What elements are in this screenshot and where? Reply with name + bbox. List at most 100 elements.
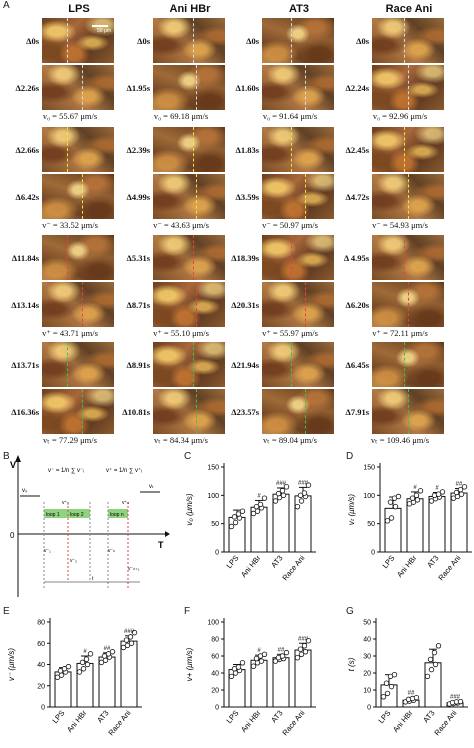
data-point — [87, 651, 94, 657]
x-tick-label: Ani HBr — [239, 708, 263, 734]
column-header-0: LPS — [68, 3, 90, 15]
frame-time-label: Δ 4.95s — [343, 253, 369, 263]
micrograph-frame — [262, 127, 334, 172]
velocity-schematic: V T 0 v₀ v⁻ = 1/n ∑ v⁻ᵢ v⁺ = 1/n ∑ v⁺ᵢ l… — [10, 455, 170, 597]
data-point — [128, 640, 135, 646]
velocity-value: vₜ = 84.34 μm/s — [154, 435, 208, 445]
y-tick-label: 150 — [207, 465, 219, 472]
tracking-marker — [408, 65, 409, 110]
frame-time-label: Δ0s — [137, 36, 150, 46]
bar — [406, 498, 424, 553]
loop-1-label: loop 1 — [46, 512, 60, 518]
frame-time-label: Δ1.95s — [126, 83, 150, 93]
tracking-marker — [408, 282, 409, 327]
data-point — [305, 638, 312, 644]
schematic-origin: 0 — [10, 531, 15, 540]
tracking-marker — [305, 65, 307, 110]
micrograph-frame — [153, 389, 225, 434]
tracking-marker — [81, 389, 83, 434]
frame-time-label: Δ0s — [246, 36, 259, 46]
frame-time-label: Δ11.84s — [11, 253, 39, 263]
micrograph-frame — [153, 127, 225, 172]
data-point — [258, 658, 265, 664]
data-point — [275, 490, 282, 497]
y-tick-label: 0 — [371, 550, 375, 557]
x-tick-label: Race Ani — [432, 708, 458, 737]
y-tick-label: 30 — [363, 654, 371, 661]
bar — [384, 507, 402, 553]
y-tick-label: 0 — [215, 550, 219, 557]
data-point — [417, 488, 424, 494]
data-point — [57, 668, 64, 674]
data-point — [231, 514, 238, 520]
x-tick-label: AT3 — [269, 554, 284, 570]
data-point — [439, 489, 446, 495]
velocity-value: v₀ = 92.96 μm/s — [372, 111, 428, 121]
micrograph-frame — [262, 65, 334, 110]
data-point — [395, 493, 402, 500]
data-point — [453, 489, 460, 496]
y-tick-label: 40 — [363, 637, 371, 644]
tracking-marker — [67, 127, 69, 172]
data-point — [302, 649, 309, 655]
frame-time-label: Δ5.31s — [126, 253, 150, 263]
frame-time-label: Δ2.39s — [126, 145, 150, 155]
data-point — [413, 694, 420, 701]
frame-time-label: Δ7.91s — [345, 407, 369, 417]
y-tick-label: 80 — [37, 620, 45, 627]
tracking-marker — [192, 235, 194, 280]
data-point — [257, 501, 264, 508]
data-point — [105, 651, 112, 657]
velocity-value: v₀ = 69.18 μm/s — [153, 111, 209, 121]
tracking-marker — [67, 18, 69, 63]
loop-n-label: loop n — [110, 512, 124, 518]
x-tick-label: LPS — [377, 709, 393, 726]
micrograph-frame — [262, 174, 334, 219]
data-point — [250, 510, 257, 517]
panel-label-e: E — [3, 606, 10, 617]
micrograph-frame — [153, 65, 225, 110]
frame-time-label: Δ0s — [356, 36, 369, 46]
significance-mark: ## — [408, 691, 415, 697]
data-point — [391, 671, 398, 678]
velocity-value: v₀ = 91.64 μm/s — [262, 111, 318, 121]
schematic-vminus-formula: v⁻ = 1/n ∑ v⁻ᵢ — [48, 468, 84, 474]
data-point — [239, 660, 246, 666]
data-point — [298, 498, 305, 504]
data-point — [98, 659, 105, 666]
panel-label-f: F — [184, 606, 191, 617]
chart-d-vt: vₜ (μm/s) 0 50 100 150 LPS # Ani HBr # AT3 ## Race … — [347, 463, 472, 582]
data-point — [83, 656, 90, 662]
y-tick-label: 150 — [363, 465, 375, 472]
bar — [272, 657, 290, 708]
x-tick-label: Ani HBr — [395, 553, 419, 579]
schematic-t-label: T — [158, 540, 164, 550]
y-tick-label: 20 — [37, 683, 45, 690]
data-point — [283, 484, 290, 490]
y-axis-label: v⁻ (μm/s) — [7, 648, 16, 681]
x-tick-label: AT3 — [95, 709, 110, 725]
loop-n-box — [108, 509, 128, 518]
tracking-marker — [305, 282, 307, 327]
y-axis-label: v₀ (μm/s) — [185, 493, 194, 526]
velocity-value: v₀ = 55.67 μm/s — [42, 111, 98, 121]
data-point — [250, 663, 257, 669]
significance-mark: ### — [298, 636, 309, 642]
data-point — [435, 491, 442, 497]
x-tick-label: Race Ani — [106, 708, 132, 737]
micrograph-frame — [42, 174, 114, 219]
schematic-vt: vₜ — [149, 484, 154, 490]
x-tick-label: AT3 — [421, 709, 436, 725]
x-tick-label: LPS — [225, 554, 241, 571]
frame-time-label: Δ2.26s — [15, 83, 39, 93]
micrograph-frame — [42, 127, 114, 172]
data-point — [124, 642, 131, 649]
data-point — [80, 666, 87, 672]
panel-label-d: D — [346, 451, 354, 462]
data-point — [127, 634, 134, 640]
data-point — [294, 655, 301, 661]
data-point — [228, 523, 235, 530]
scale-bar-label: 50 μm — [97, 28, 111, 34]
micrograph-frame — [42, 342, 114, 387]
data-point — [384, 690, 391, 697]
